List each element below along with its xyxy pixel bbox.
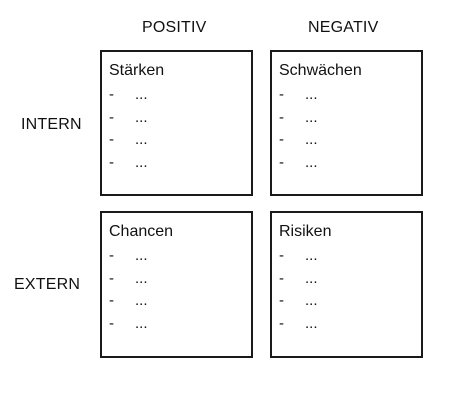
quadrant-title-risks: Risiken bbox=[279, 223, 332, 240]
item-text: ... bbox=[305, 153, 318, 171]
bullet-list-risks: -... -... -... -... bbox=[279, 247, 318, 337]
item-text: ... bbox=[305, 247, 318, 264]
list-item: -... bbox=[279, 131, 318, 154]
bullet-dash: - bbox=[279, 86, 284, 103]
quadrant-title-weaknesses: Schwächen bbox=[279, 62, 362, 79]
list-item: -... bbox=[109, 270, 148, 293]
quadrant-weaknesses: Schwächen -... -... -... -... bbox=[270, 50, 423, 196]
bullet-dash: - bbox=[279, 153, 284, 171]
column-header-positive: POSITIV bbox=[142, 19, 207, 36]
bullet-dash: - bbox=[109, 314, 114, 332]
bullet-dash: - bbox=[109, 131, 114, 148]
bullet-list-opportunities: -... -... -... -... bbox=[109, 247, 148, 337]
list-item: -... bbox=[279, 315, 318, 338]
bullet-dash: - bbox=[109, 292, 114, 309]
item-text: ... bbox=[135, 86, 148, 103]
list-item: -... bbox=[109, 154, 148, 177]
list-item: -... bbox=[279, 154, 318, 177]
list-item: -... bbox=[279, 109, 318, 132]
item-text: ... bbox=[135, 269, 148, 287]
bullet-dash: - bbox=[279, 131, 284, 148]
quadrant-risks: Risiken -... -... -... -... bbox=[270, 211, 423, 358]
bullet-dash: - bbox=[109, 153, 114, 171]
quadrant-title-strengths: Stärken bbox=[109, 62, 165, 79]
item-text: ... bbox=[135, 108, 148, 126]
item-text: ... bbox=[135, 247, 148, 264]
row-header-external: EXTERN bbox=[14, 276, 81, 293]
bullet-dash: - bbox=[279, 108, 284, 126]
list-item: -... bbox=[109, 315, 148, 338]
list-item: -... bbox=[279, 247, 318, 270]
item-text: ... bbox=[305, 86, 318, 103]
quadrant-opportunities: Chancen -... -... -... -... bbox=[100, 211, 253, 358]
item-text: ... bbox=[135, 131, 148, 148]
bullet-dash: - bbox=[109, 247, 114, 264]
item-text: ... bbox=[305, 269, 318, 287]
list-item: -... bbox=[109, 247, 148, 270]
bullet-list-strengths: -... -... -... -... bbox=[109, 86, 148, 176]
quadrant-strengths: Stärken -... -... -... -... bbox=[100, 50, 253, 196]
bullet-dash: - bbox=[109, 108, 114, 126]
item-text: ... bbox=[135, 153, 148, 171]
item-text: ... bbox=[135, 292, 148, 309]
bullet-list-weaknesses: -... -... -... -... bbox=[279, 86, 318, 176]
bullet-dash: - bbox=[109, 86, 114, 103]
item-text: ... bbox=[305, 108, 318, 126]
bullet-dash: - bbox=[279, 292, 284, 309]
quadrant-title-opportunities: Chancen bbox=[109, 223, 174, 240]
list-item: -... bbox=[109, 131, 148, 154]
list-item: -... bbox=[109, 86, 148, 109]
list-item: -... bbox=[109, 109, 148, 132]
item-text: ... bbox=[135, 314, 148, 332]
bullet-dash: - bbox=[279, 314, 284, 332]
column-header-negative: NEGATIV bbox=[308, 19, 379, 36]
list-item: -... bbox=[109, 292, 148, 315]
item-text: ... bbox=[305, 131, 318, 148]
list-item: -... bbox=[279, 292, 318, 315]
item-text: ... bbox=[305, 314, 318, 332]
list-item: -... bbox=[279, 86, 318, 109]
item-text: ... bbox=[305, 292, 318, 309]
bullet-dash: - bbox=[109, 269, 114, 287]
list-item: -... bbox=[279, 270, 318, 293]
bullet-dash: - bbox=[279, 247, 284, 264]
row-header-internal: INTERN bbox=[21, 116, 82, 133]
bullet-dash: - bbox=[279, 269, 284, 287]
